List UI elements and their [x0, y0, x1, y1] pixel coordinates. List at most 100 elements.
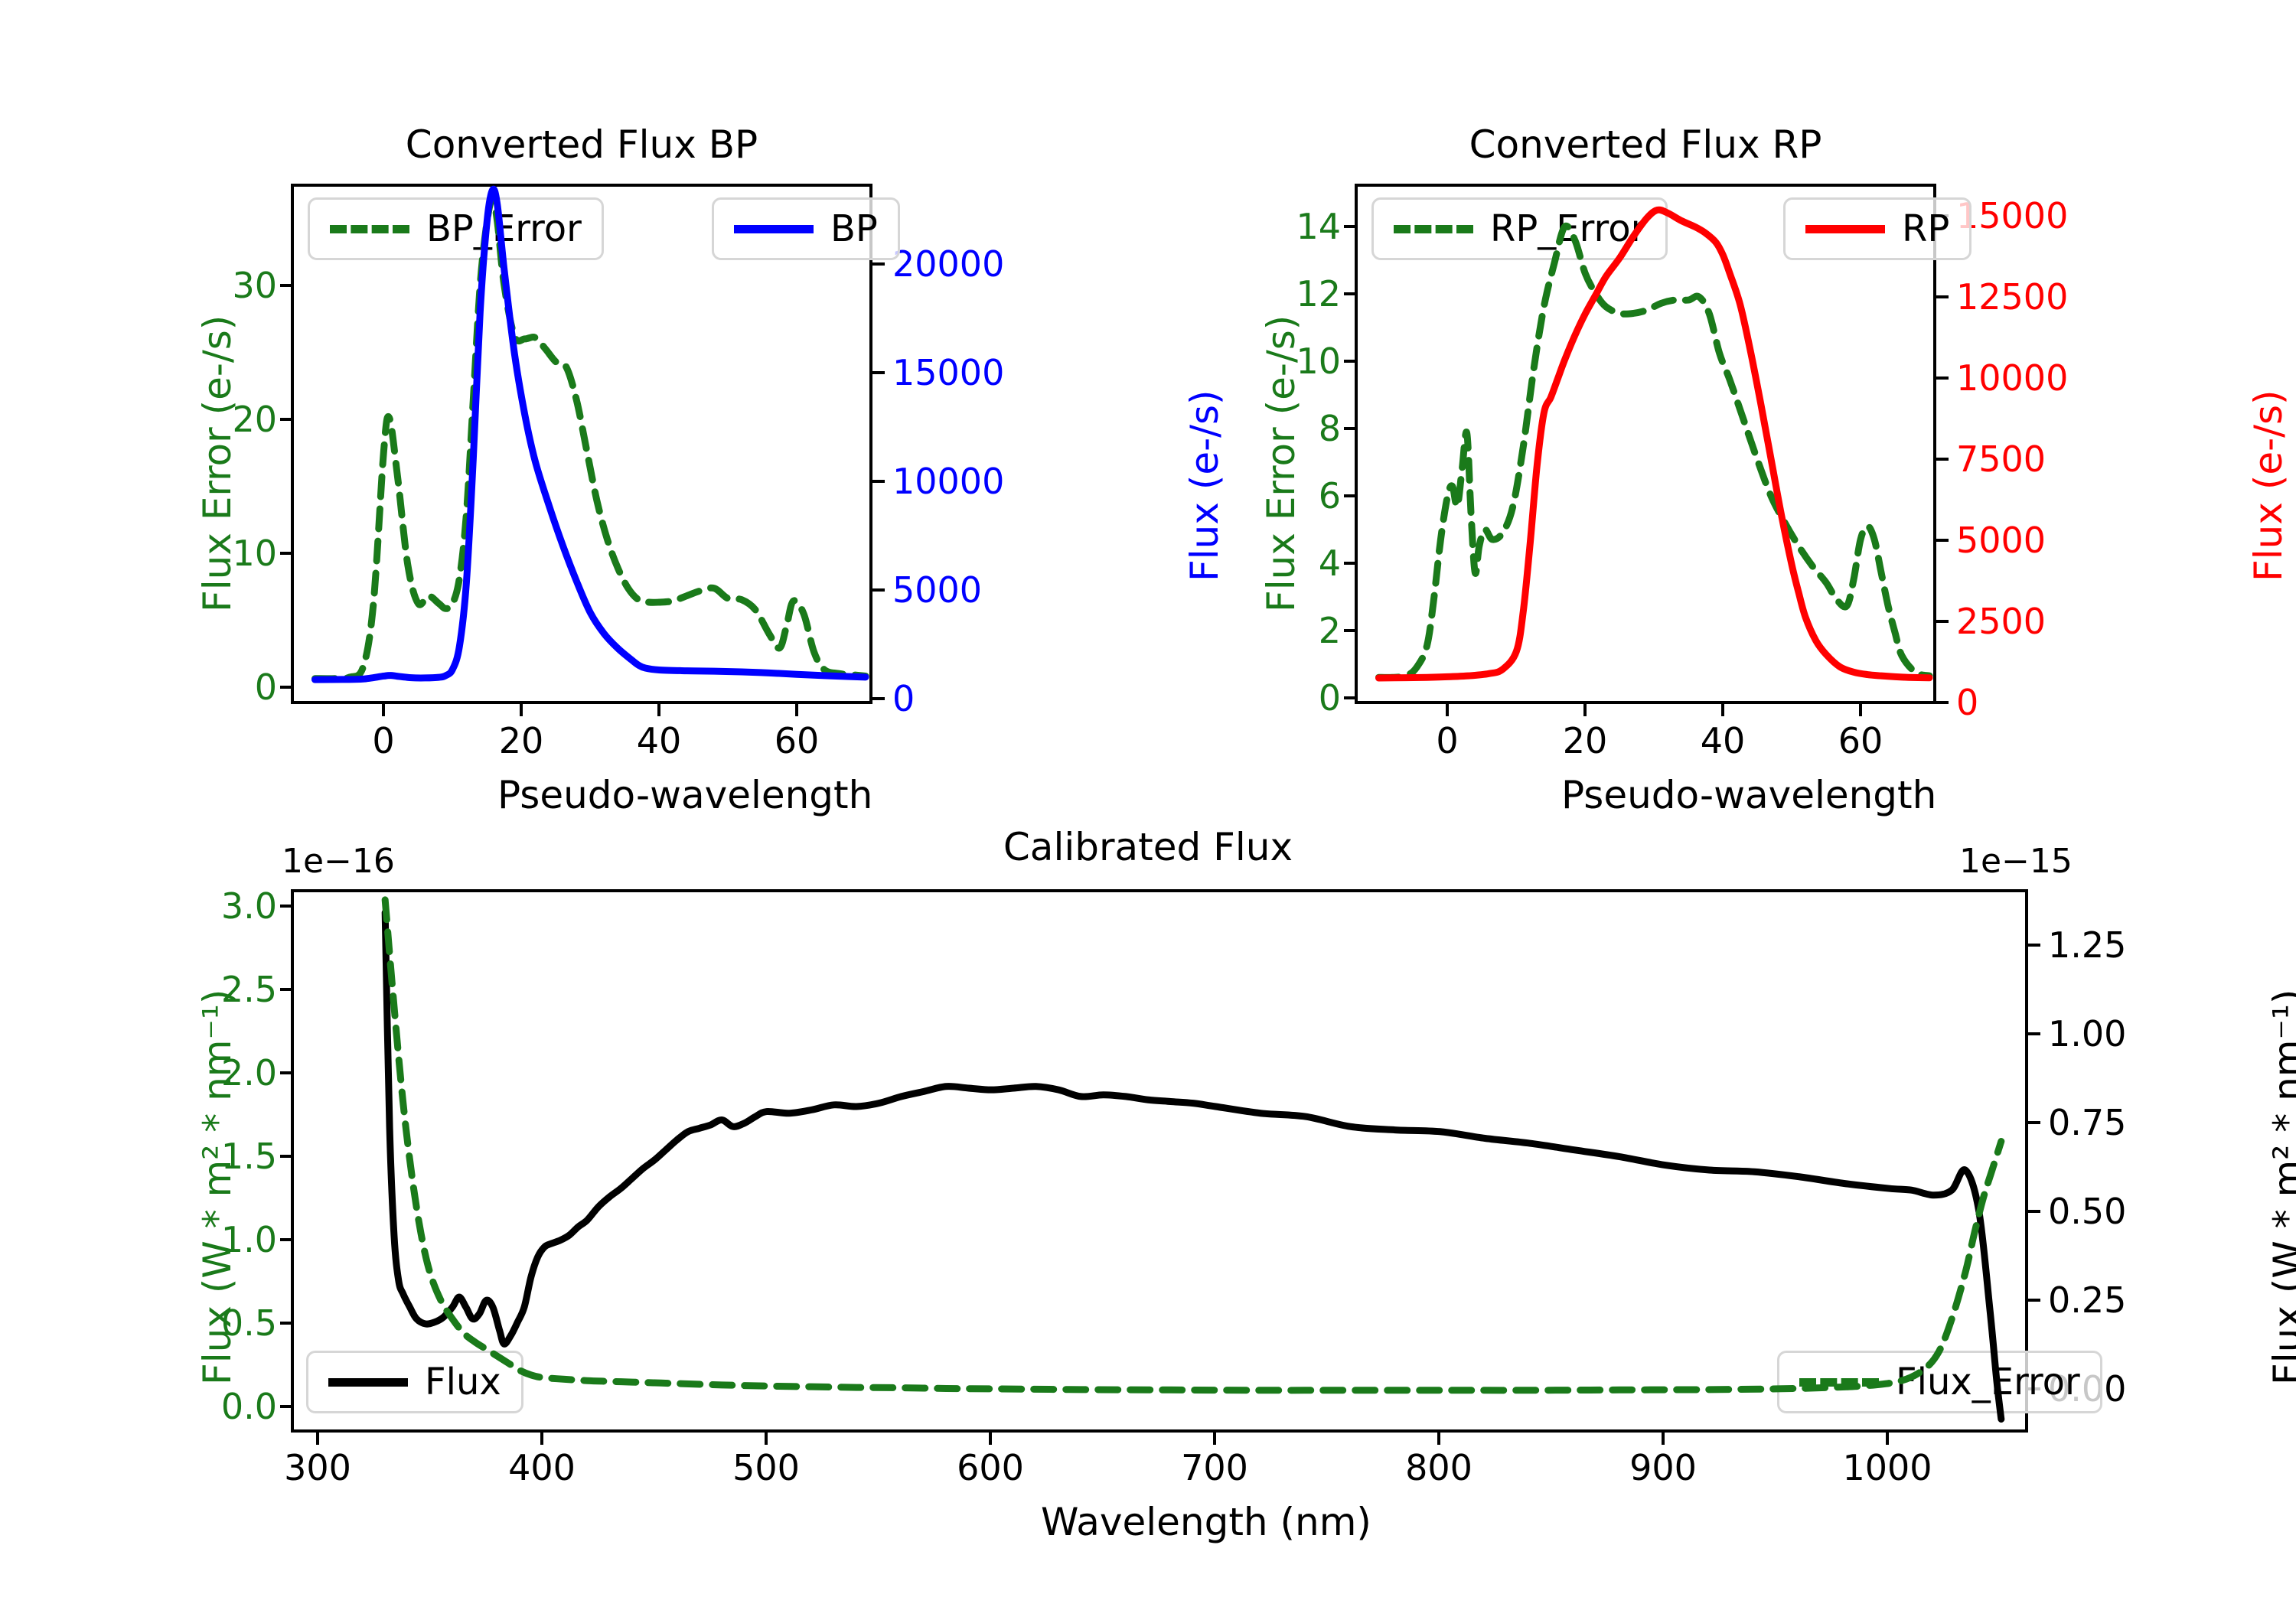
rp-rtick-1: 2500 [1956, 601, 2047, 642]
rp-rtick-5: 12500 [1956, 276, 2069, 318]
rp-series-rp [1375, 206, 1933, 682]
rp-error-swatch-icon [1394, 224, 1473, 233]
rp-ytick-0: 0 [1318, 677, 1341, 719]
bp-rtick-mark-3 [872, 371, 885, 374]
bp-xtick-0: 0 [372, 720, 395, 761]
bp-ytick-mark-3 [280, 284, 292, 287]
bp-error-swatch-icon [330, 224, 409, 233]
bp-rtick-mark-1 [872, 588, 885, 592]
cal-ytick-mark-0 [280, 1405, 292, 1408]
cal-ytick-mark-6 [280, 905, 292, 908]
bp-rtick-0: 0 [892, 678, 915, 719]
bp-title: Converted Flux BP [405, 122, 758, 167]
cal-xtick-mark-1 [540, 1433, 543, 1445]
rp-rtick-6: 15000 [1956, 195, 2069, 236]
calibrated-legend-error-label: Flux_Error [1896, 1361, 2080, 1403]
rp-legend-error[interactable]: RP_Error [1371, 197, 1668, 260]
rp-rtick-2: 5000 [1956, 520, 2047, 561]
cal-ytick-mark-4 [280, 1071, 292, 1074]
cal-xtick-6: 900 [1629, 1447, 1697, 1488]
bp-ytick-mark-1 [280, 552, 292, 555]
bp-legend-flux-label: BP [830, 207, 878, 250]
cal-rtick-mark-4 [2028, 1032, 2040, 1035]
rp-plot-area [1355, 184, 1936, 704]
bp-ytick-2: 20 [232, 399, 277, 440]
calibrated-left-offset-text: 1e−16 [282, 842, 395, 881]
cal-xtick-5: 800 [1405, 1447, 1473, 1488]
bp-legend-error[interactable]: BP_Error [308, 197, 604, 260]
calibrated-error-swatch-icon [1799, 1377, 1879, 1387]
rp-xtick-3: 60 [1838, 720, 1883, 761]
rp-ytick-2: 4 [1318, 543, 1341, 584]
cal-rtick-5: 1.25 [2048, 924, 2127, 966]
rp-rtick-mark-4 [1936, 376, 1949, 380]
rp-rtick-mark-0 [1936, 701, 1949, 704]
bp-series-bp [311, 185, 869, 683]
cal-ytick-mark-3 [280, 1155, 292, 1158]
bp-xtick-mark-2 [657, 704, 660, 716]
cal-xtick-mark-7 [1886, 1433, 1889, 1445]
rp-xtick-mark-3 [1859, 704, 1862, 716]
cal-xtick-3: 600 [957, 1447, 1024, 1488]
calibrated-right-offset-text: 1e−15 [1959, 842, 2073, 881]
bp-series-bp_error [311, 195, 869, 683]
cal-ytick-1: 0.5 [220, 1302, 277, 1344]
rp-ytick-mark-2 [1344, 562, 1356, 565]
calibrated-plot-area [291, 889, 2028, 1433]
bp-ytick-mark-0 [280, 686, 292, 689]
bp-ytick-3: 30 [232, 265, 277, 306]
bp-xtick-mark-3 [795, 704, 798, 716]
calibrated-series-flux_error [381, 896, 2005, 1394]
bp-rtick-mark-2 [872, 480, 885, 483]
rp-ytick-6: 12 [1296, 273, 1341, 315]
calibrated-xlabel: Wavelength (nm) [1041, 1500, 1371, 1544]
cal-xtick-1: 400 [508, 1447, 576, 1488]
calibrated-legend-flux[interactable]: Flux [306, 1351, 523, 1413]
rp-rtick-mark-3 [1936, 458, 1949, 461]
cal-rtick-3: 0.75 [2048, 1102, 2127, 1143]
cal-xtick-mark-6 [1662, 1433, 1665, 1445]
calibrated-title: Calibrated Flux [1003, 825, 1293, 869]
cal-xtick-mark-0 [316, 1433, 319, 1445]
cal-xtick-0: 300 [284, 1447, 351, 1488]
bp-plot-area [291, 184, 872, 704]
rp-legend-flux[interactable]: RP [1783, 197, 1972, 260]
calibrated-flux-swatch-icon [328, 1377, 408, 1387]
cal-ytick-mark-2 [280, 1238, 292, 1241]
cal-rtick-1: 0.25 [2048, 1279, 2127, 1321]
bp-xtick-3: 60 [774, 720, 820, 761]
rp-rtick-0: 0 [1956, 682, 1979, 723]
cal-ytick-0: 0.0 [220, 1386, 277, 1427]
rp-rtick-4: 10000 [1956, 357, 2069, 399]
cal-ytick-mark-1 [280, 1322, 292, 1325]
rp-ytick-mark-7 [1344, 225, 1356, 228]
rp-xtick-0: 0 [1436, 720, 1459, 761]
cal-ytick-2: 1.0 [220, 1219, 277, 1260]
cal-xtick-mark-2 [765, 1433, 768, 1445]
cal-rtick-mark-1 [2028, 1299, 2040, 1302]
cal-xtick-7: 1000 [1842, 1447, 1932, 1488]
rp-xtick-1: 20 [1562, 720, 1608, 761]
rp-ytick-1: 2 [1318, 610, 1341, 651]
bp-ytick-1: 10 [232, 533, 277, 574]
rp-ytick-3: 6 [1318, 475, 1341, 517]
cal-xtick-4: 700 [1181, 1447, 1248, 1488]
rp-series-rp_error [1375, 222, 1933, 681]
bp-ytick-0: 0 [254, 667, 277, 708]
bp-flux-swatch-icon [734, 224, 814, 233]
bp-rtick-mark-0 [872, 697, 885, 700]
cal-rtick-4: 1.00 [2048, 1013, 2127, 1054]
cal-ytick-6: 3.0 [220, 885, 277, 927]
rp-xtick-2: 40 [1700, 720, 1746, 761]
bp-xlabel: Pseudo-wavelength [497, 773, 873, 817]
rp-ytick-mark-5 [1344, 360, 1356, 363]
cal-xtick-mark-5 [1437, 1433, 1440, 1445]
rp-rtick-3: 7500 [1956, 438, 2047, 480]
bp-xtick-mark-0 [382, 704, 385, 716]
calibrated-legend-error[interactable]: Flux_Error [1777, 1351, 2102, 1413]
bp-xtick-1: 20 [498, 720, 544, 761]
bp-legend-flux[interactable]: BP [712, 197, 900, 260]
bp-rtick-3: 15000 [892, 352, 1005, 393]
cal-rtick-2: 0.50 [2048, 1191, 2127, 1232]
